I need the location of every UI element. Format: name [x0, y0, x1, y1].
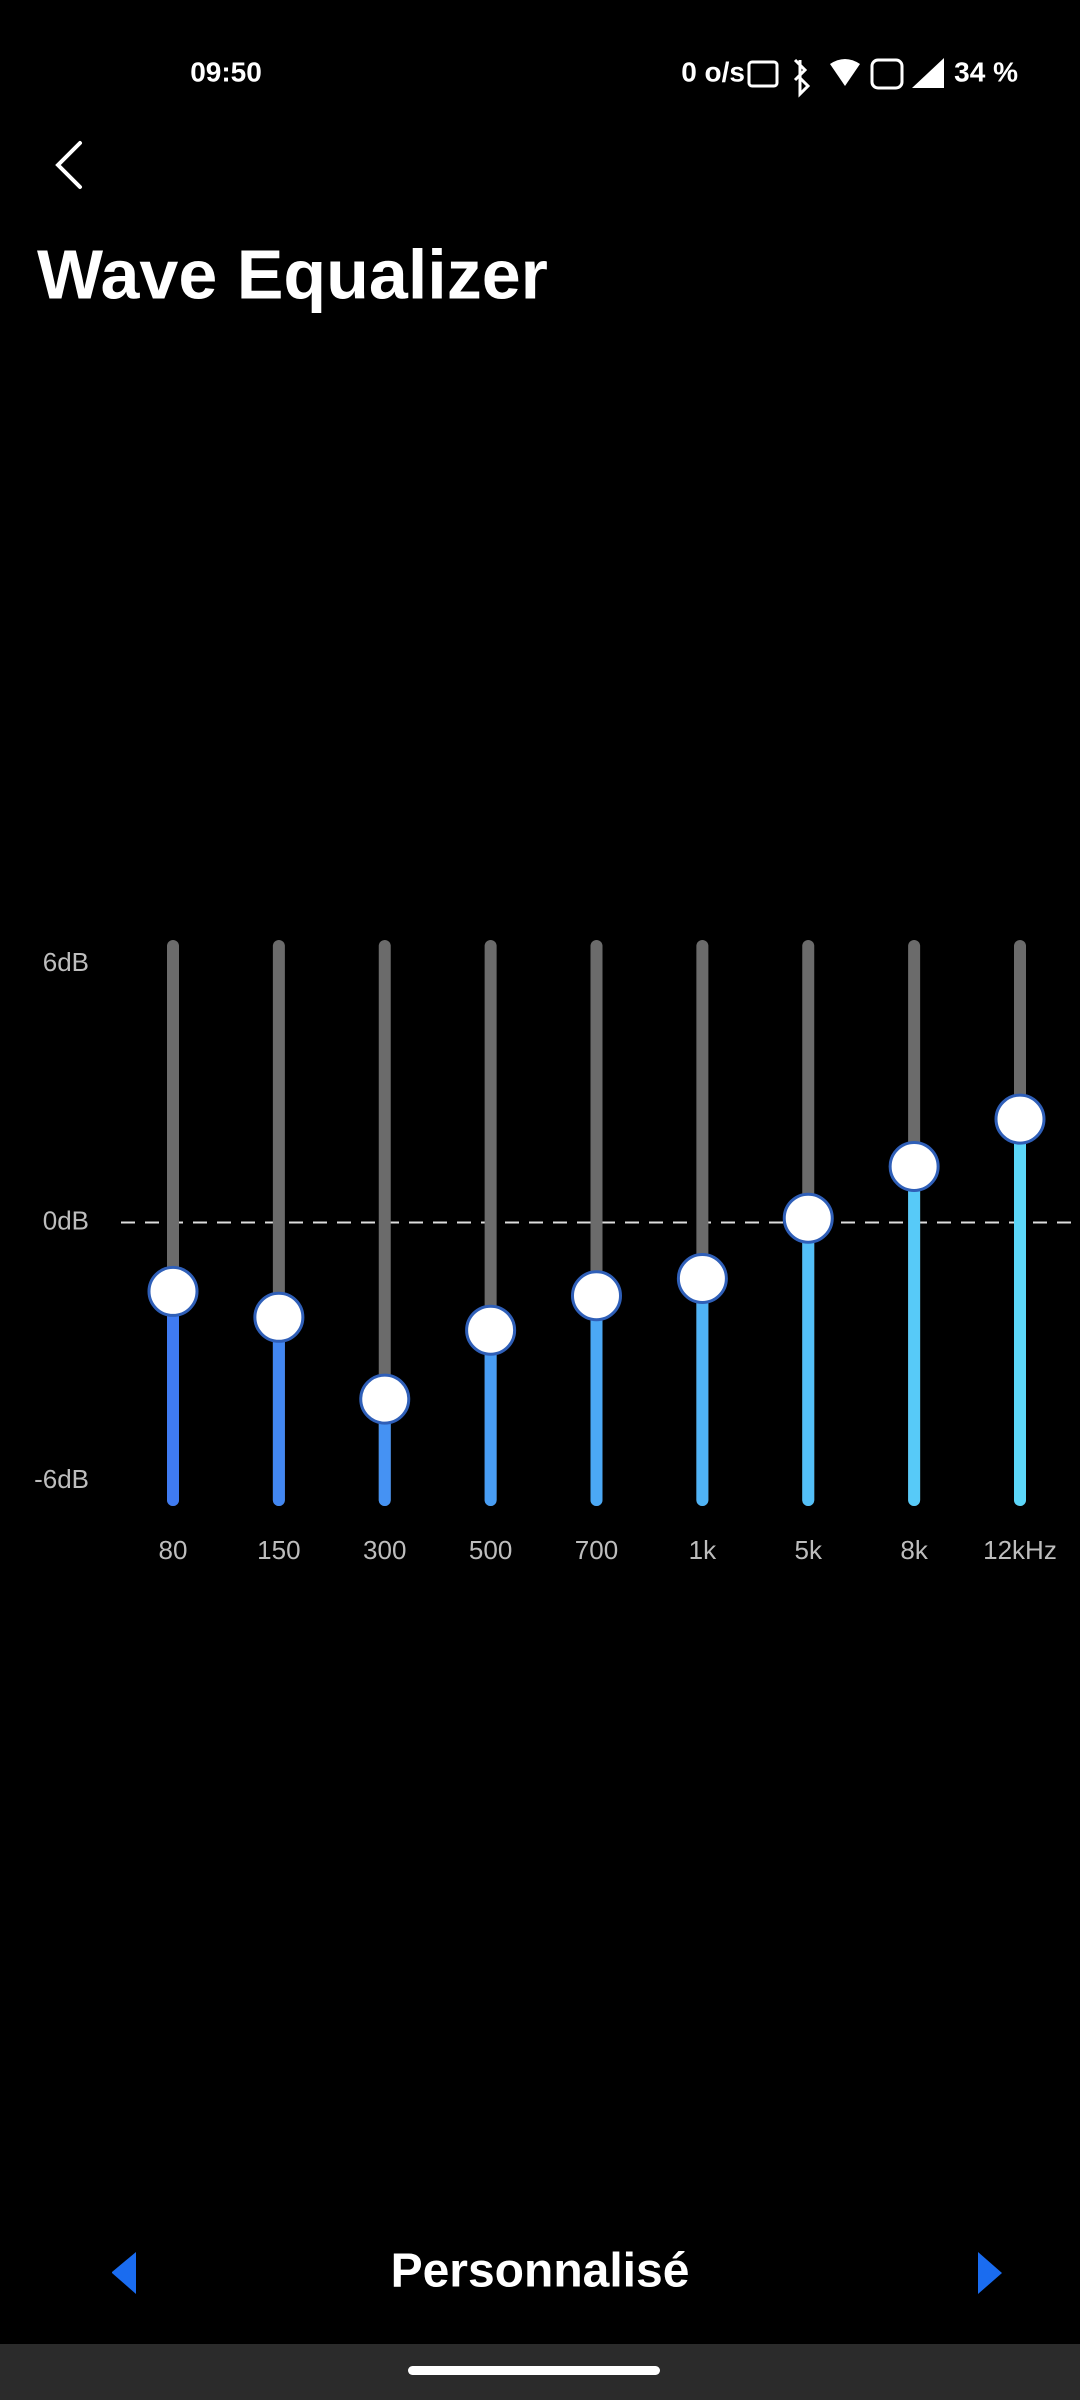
equalizer: 6dB 0dB -6dB 80 150 300 500 700 1k 5k 8k 12kHz [34, 940, 1080, 1565]
slider-thumb[interactable] [782, 1192, 834, 1244]
y-tick-label: 0dB [43, 1205, 89, 1235]
band-label: 80 [159, 1535, 188, 1565]
status-battery: 34 % [954, 56, 1018, 87]
y-tick-label: 6dB [43, 947, 89, 977]
home-handle[interactable] [408, 2366, 660, 2375]
slider-thumb[interactable] [676, 1253, 728, 1305]
slider-thumb[interactable] [571, 1270, 622, 1322]
next-preset[interactable] [978, 2252, 1002, 2294]
band-label: 1k [689, 1535, 717, 1565]
wifi-icon [830, 59, 860, 86]
volte-icon [870, 58, 904, 90]
preset-name: Personnalisé [391, 2245, 690, 2298]
band-label: 700 [575, 1535, 618, 1565]
signal-icon [912, 58, 944, 88]
page-title: Wave Equalizer [37, 235, 548, 313]
slider-thumb[interactable] [359, 1373, 411, 1425]
band-label: 12kHz [983, 1535, 1057, 1565]
slider-thumb[interactable] [147, 1265, 199, 1317]
slider-thumb[interactable] [888, 1140, 940, 1192]
refresh-icon [747, 60, 779, 88]
status-speed: 0 o/s [681, 56, 745, 87]
slider-thumb[interactable] [465, 1304, 517, 1356]
band-label: 5k [795, 1535, 823, 1565]
previous-preset[interactable] [112, 2252, 136, 2294]
band-label: 500 [469, 1535, 512, 1565]
band-label: 150 [257, 1535, 300, 1565]
band-label: 8k [900, 1535, 928, 1565]
y-tick-label: -6dB [34, 1464, 89, 1494]
bluetooth-icon [793, 58, 811, 98]
back-button[interactable] [55, 141, 82, 189]
slider-thumb[interactable] [994, 1093, 1046, 1145]
status-time: 09:50 [190, 56, 262, 87]
band-label: 300 [363, 1535, 406, 1565]
slider-thumb[interactable] [253, 1291, 305, 1343]
status-icons [747, 58, 944, 98]
